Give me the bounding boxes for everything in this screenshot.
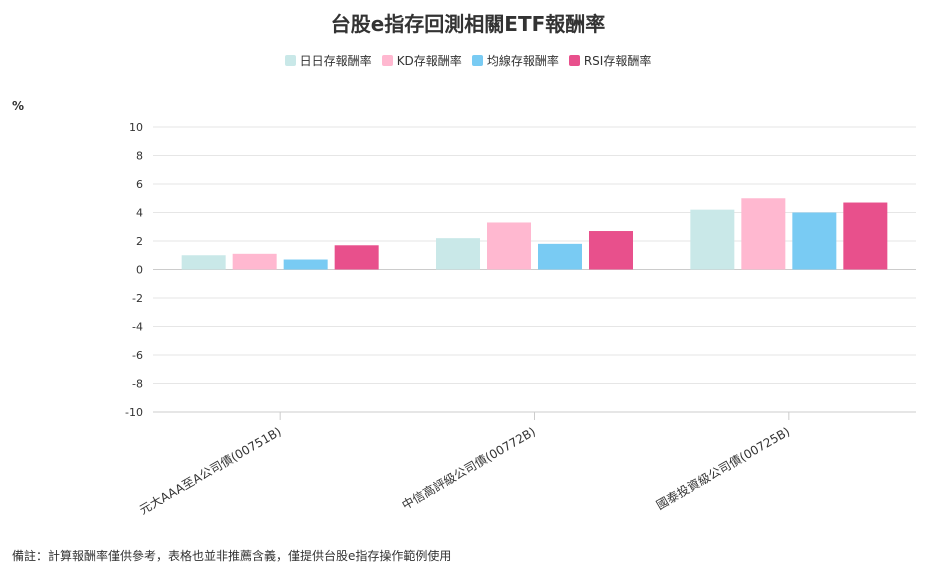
bar[interactable]: [487, 222, 531, 270]
y-tick-label: -2: [132, 292, 143, 305]
y-axis-unit-label: %: [12, 99, 25, 113]
legend-swatch-rsi: [568, 55, 580, 66]
legend-label-rsi: RSI存報酬率: [583, 54, 652, 68]
y-tick-label: -10: [125, 406, 143, 419]
x-category-label: 中信高評級公司債(00772B): [399, 424, 538, 513]
x-category-label: 元大AAA至A公司債(00751B): [136, 424, 283, 518]
legend-item-ma[interactable]: 均線存報酬率: [471, 52, 559, 69]
y-tick-label: 0: [136, 264, 143, 277]
y-tick-label: -4: [132, 321, 143, 334]
y-tick-label: 4: [136, 207, 143, 220]
legend-item-kd[interactable]: KD存報酬率: [381, 52, 462, 69]
legend-swatch-kd: [381, 55, 393, 66]
y-tick-label: 2: [136, 235, 143, 248]
bar[interactable]: [436, 238, 480, 270]
chart-title: 台股e指存回測相關ETF報酬率: [330, 12, 606, 36]
y-tick-label: 10: [129, 121, 143, 134]
bar[interactable]: [843, 202, 888, 270]
bar[interactable]: [334, 245, 379, 270]
legend-item-rsi[interactable]: RSI存報酬率: [568, 52, 652, 69]
bar[interactable]: [538, 243, 582, 270]
y-tick-label: -6: [132, 349, 143, 362]
y-tick-label: 8: [136, 150, 143, 163]
chart-legend: 日日存報酬率 KD存報酬率 均線存報酬率 RSI存報酬率: [0, 52, 936, 69]
legend-label-daily: 日日存報酬率: [299, 54, 372, 68]
bar[interactable]: [232, 253, 277, 270]
bar[interactable]: [181, 255, 226, 270]
bar[interactable]: [690, 209, 735, 270]
bar[interactable]: [589, 231, 633, 270]
legend-swatch-ma: [471, 55, 483, 66]
legend-item-daily[interactable]: 日日存報酬率: [284, 52, 372, 69]
bar[interactable]: [741, 198, 786, 270]
legend-swatch-daily: [284, 55, 296, 66]
legend-label-kd: KD存報酬率: [396, 54, 462, 68]
footnote: 備註：計算報酬率僅供參考，表格也並非推薦含義，僅提供台股e指存操作範例使用: [12, 549, 452, 563]
legend-label-ma: 均線存報酬率: [486, 54, 559, 68]
y-tick-label: -8: [132, 378, 143, 391]
bar[interactable]: [792, 212, 837, 270]
bar[interactable]: [283, 259, 328, 270]
x-category-label: 國泰投資級公司債(00725B): [653, 424, 792, 513]
y-tick-label: 6: [136, 178, 143, 191]
